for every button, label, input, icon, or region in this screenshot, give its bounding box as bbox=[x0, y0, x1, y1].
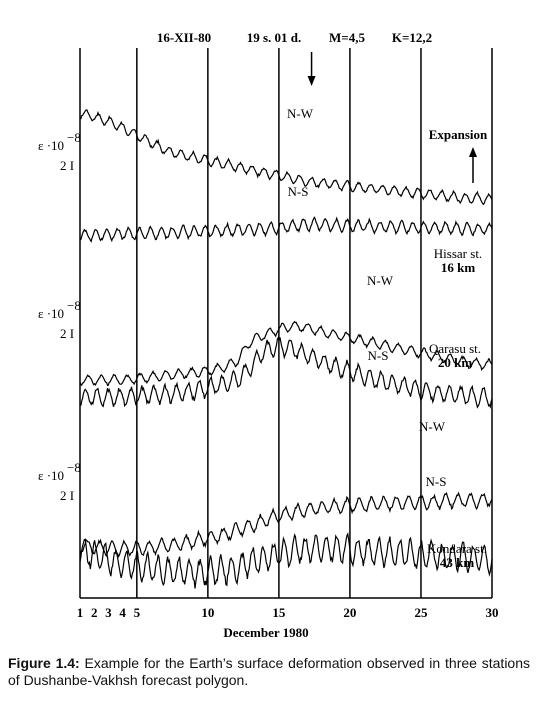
panel-0-ylabel-exponent: −8 bbox=[67, 130, 81, 145]
panel-1-ylabel-exponent: −8 bbox=[67, 298, 81, 313]
panel-0-station-name: Hissar st. bbox=[434, 246, 482, 261]
x-tick-25: 25 bbox=[414, 605, 428, 620]
panel-1-station-name: Qarasu st. bbox=[429, 341, 481, 356]
panel-2-ylabel: ε ·10 bbox=[38, 468, 64, 483]
panel-1-ylabel: ε ·10 bbox=[38, 306, 64, 321]
caption-prefix: Figure 1.4: bbox=[8, 655, 80, 671]
x-tick-1: 1 bbox=[77, 605, 84, 620]
caption-text: Example for the Earth’s surface deformat… bbox=[8, 655, 530, 688]
panel-1-series-label-n-w: N-W bbox=[367, 273, 394, 288]
expansion-arrow-head bbox=[469, 147, 477, 157]
panel-1-series-n-w-line bbox=[79, 320, 493, 387]
x-tick-4: 4 bbox=[119, 605, 126, 620]
annotation-date: 16-XII-80 bbox=[157, 30, 211, 45]
x-tick-5: 5 bbox=[134, 605, 141, 620]
panel-2-scale-label: 2 I bbox=[60, 488, 74, 503]
panel-1-series-label-n-s: N-S bbox=[368, 348, 389, 363]
x-tick-30: 30 bbox=[486, 605, 499, 620]
annotation-time: 19 s. 01 d. bbox=[247, 30, 302, 45]
panel-0-station-distance: 16 km bbox=[441, 260, 475, 275]
x-tick-15: 15 bbox=[272, 605, 286, 620]
annotation-magnitude: M=4,5 bbox=[329, 30, 365, 45]
panel-1-scale-label: 2 I bbox=[60, 326, 74, 341]
panel-0-series-n-w-line bbox=[79, 109, 493, 206]
panel-2-ylabel-exponent: −8 bbox=[67, 460, 81, 475]
panel-0-scale-label: 2 I bbox=[60, 158, 74, 173]
panel-2-series-n-w-line bbox=[79, 491, 493, 558]
x-axis-label: December 1980 bbox=[223, 625, 308, 640]
chart-svg: 1 2 3 4 5 10 15 20 25 30 December 1980 16-XII-80 19 … bbox=[38, 30, 499, 640]
event-arrow-head bbox=[307, 76, 316, 86]
panel-2-series-label-n-s: N-S bbox=[426, 474, 447, 489]
panel-2-series-n-s-line bbox=[79, 532, 493, 589]
x-tick-10: 10 bbox=[201, 605, 214, 620]
panel-1-series-n-s-line bbox=[79, 336, 493, 409]
panel-2-series-label-n-w: N-W bbox=[419, 419, 446, 434]
deformation-chart: 1 2 3 4 5 10 15 20 25 30 December 1980 16-XII-80 19 … bbox=[38, 30, 499, 640]
x-tick-2: 2 bbox=[91, 605, 98, 620]
figure-caption: Figure 1.4: Example for the Earth’s surf… bbox=[8, 655, 530, 689]
panel-0-series-label-n-s: N-S bbox=[288, 184, 309, 199]
panel-0-series-label-n-w: N-W bbox=[287, 106, 314, 121]
annotation-energy-class: K=12,2 bbox=[392, 30, 432, 45]
expansion-label: Expansion bbox=[429, 127, 488, 142]
x-tick-3: 3 bbox=[105, 605, 112, 620]
x-tick-20: 20 bbox=[343, 605, 356, 620]
panel-0-ylabel: ε ·10 bbox=[38, 138, 64, 153]
panel-0-series-n-s-line bbox=[79, 216, 493, 243]
panel-2-station-name: Kondara st. bbox=[427, 541, 487, 556]
